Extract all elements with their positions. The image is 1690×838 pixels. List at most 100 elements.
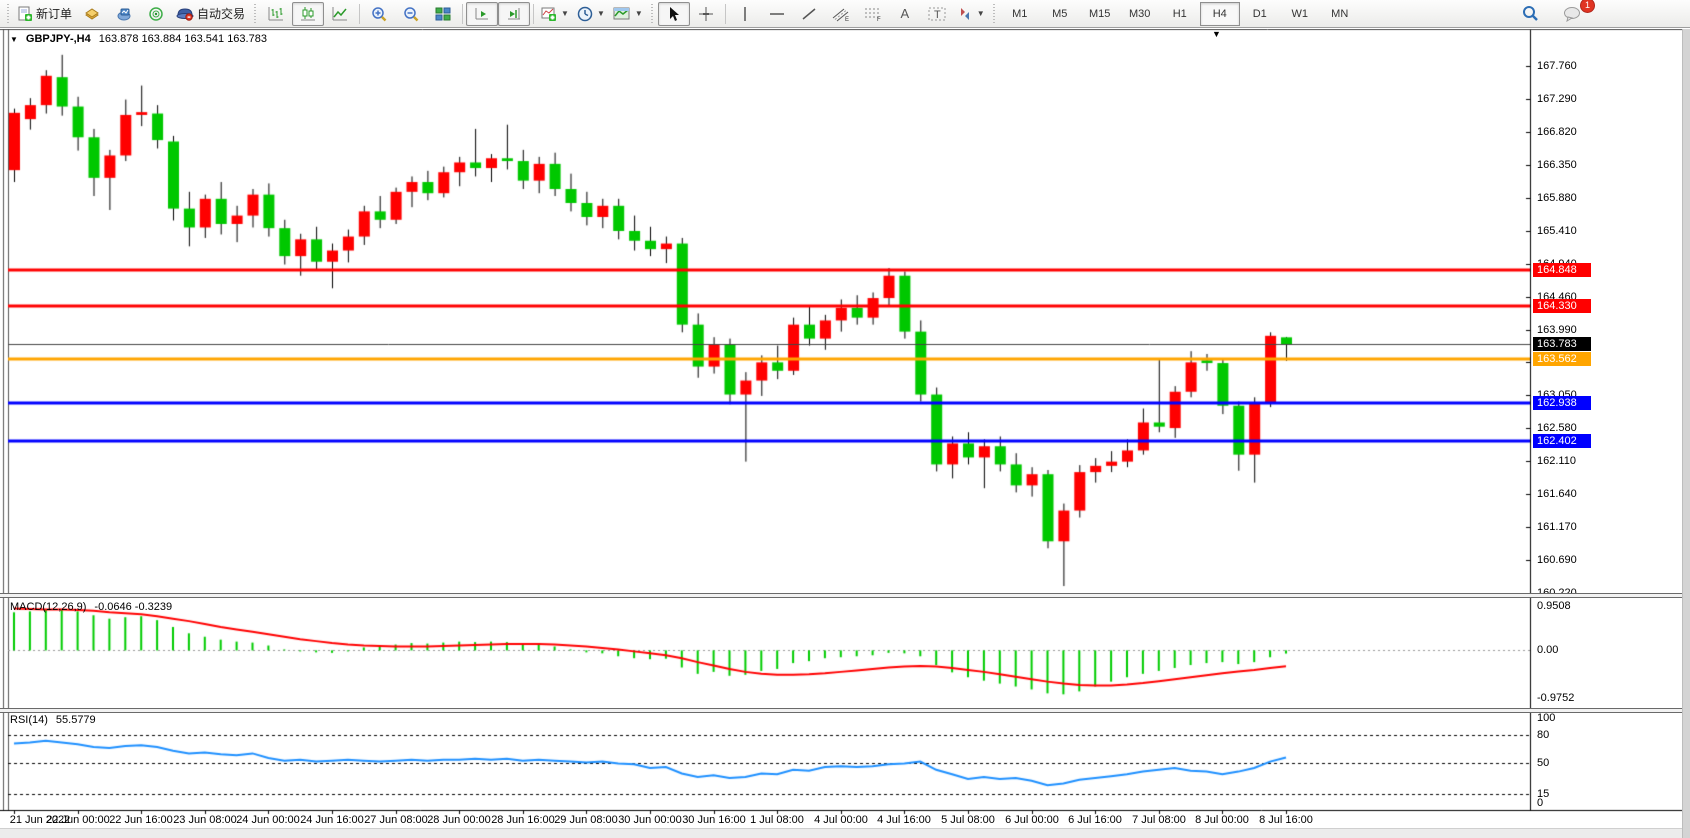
time-axis-label: 4 Jul 16:00: [877, 814, 931, 826]
time-axis-label: 21 Jun 2022: [9, 814, 71, 826]
period-button-M5[interactable]: M5: [1052, 7, 1068, 20]
text-icon: A: [900, 6, 910, 21]
indicators-icon: [541, 6, 557, 22]
chart-menu-caret[interactable]: ▼: [10, 34, 18, 44]
fibonacci-tool-button[interactable]: F: [857, 2, 889, 26]
current-price-badge: 163.783: [1533, 337, 1591, 351]
price-tick: 165.410: [1537, 225, 1577, 237]
time-axis-label: 30 Jun 00:00: [618, 814, 682, 826]
price-tick: 162.110: [1537, 455, 1576, 467]
period-button-H1[interactable]: H1: [1172, 7, 1187, 20]
svg-text:F: F: [877, 17, 881, 22]
new-order-icon: [17, 6, 33, 22]
price-tick: 166.350: [1537, 159, 1577, 171]
period-button-M15[interactable]: M15: [1089, 7, 1111, 20]
auto-scroll-icon: [474, 6, 490, 22]
periods-button[interactable]: ▼: [573, 2, 609, 26]
chart-symbol-period: GBPJPY-,H4: [25, 33, 91, 45]
templates-dropdown-caret: ▼: [634, 9, 643, 18]
period-button-MN[interactable]: MN: [1331, 7, 1349, 20]
time-axis-label: 22 Jun 00:00: [46, 814, 110, 826]
time-axis-label: 6 Jul 00:00: [1005, 814, 1059, 826]
new-order-button[interactable]: 新订单: [13, 2, 76, 26]
toolbar-grip[interactable]: [5, 3, 10, 24]
price-tick: 163.990: [1537, 324, 1577, 336]
periods-dropdown-caret: ▼: [596, 9, 605, 18]
cursor-icon: [667, 6, 681, 22]
crosshair-tool-button[interactable]: [690, 2, 722, 26]
text-label-icon: T: [928, 6, 946, 22]
zoom-out-button[interactable]: [395, 2, 427, 26]
price-macd-pane-divider[interactable]: [0, 593, 1682, 598]
price-tick: 167.760: [1537, 60, 1577, 72]
hline-price-badge[interactable]: 162.938: [1533, 396, 1591, 410]
hline-price-badge[interactable]: 164.330: [1533, 299, 1591, 313]
macd-rsi-pane-divider[interactable]: [0, 708, 1682, 713]
cursor-tool-button[interactable]: [657, 1, 690, 26]
chat-bubble-icon: [1563, 6, 1581, 22]
zoom-in-button[interactable]: [363, 2, 395, 26]
period-button-W1[interactable]: W1: [1291, 7, 1308, 20]
channel-tool-button[interactable]: E: [825, 2, 857, 26]
macd-label: MACD(12,26,9) -0.0646 -0.3239: [10, 601, 172, 613]
autotrading-button[interactable]: 自动交易: [172, 2, 249, 26]
toolbar-grip[interactable]: [252, 3, 258, 24]
time-axis-label: 8 Jul 16:00: [1259, 814, 1313, 826]
chart-shift-icon: [506, 6, 522, 22]
toolbar-grip[interactable]: [991, 3, 997, 24]
autotrading-label: 自动交易: [197, 7, 246, 21]
terminal-button[interactable]: [108, 2, 140, 26]
vertical-line-tool-button[interactable]: [729, 2, 761, 26]
bar-chart-button[interactable]: [260, 2, 292, 26]
price-tick: 161.640: [1537, 488, 1577, 500]
label-tool-button[interactable]: T: [921, 2, 953, 26]
rsi-axis-tick: 80: [1537, 729, 1550, 741]
notification-badge: 1: [1580, 0, 1595, 13]
hline-price-badge[interactable]: 163.562: [1533, 352, 1591, 366]
templates-button[interactable]: ▼: [609, 2, 647, 26]
rsi-value: 55.5779: [55, 714, 96, 726]
tile-windows-button[interactable]: [427, 2, 459, 26]
bottom-scrollbar[interactable]: [0, 828, 1682, 838]
period-button-H4[interactable]: H4: [1199, 1, 1240, 26]
chart-ohlc-values: 163.878 163.884 163.541 163.783: [98, 33, 267, 45]
toolbar-grip[interactable]: [649, 3, 655, 24]
chart-canvas[interactable]: [0, 29, 1690, 838]
signals-button[interactable]: [140, 2, 172, 26]
notifications-button[interactable]: 1: [1556, 0, 1595, 26]
rsi-axis-tick: 50: [1537, 757, 1550, 769]
text-tool-button[interactable]: A: [889, 2, 921, 26]
time-axis-label: 28 Jun 16:00: [491, 814, 555, 826]
crosshair-icon: [698, 6, 714, 22]
price-tick: 166.820: [1537, 126, 1577, 138]
period-button-D1[interactable]: D1: [1252, 7, 1267, 20]
hline-price-badge[interactable]: 164.848: [1533, 263, 1591, 277]
right-scrollbar[interactable]: [1682, 29, 1690, 838]
time-axis-label: 23 Jun 08:00: [173, 814, 237, 826]
macd-axis-tick: -0.9752: [1537, 692, 1575, 704]
period-button-M30[interactable]: M30: [1129, 7, 1151, 20]
line-chart-button[interactable]: [324, 2, 356, 26]
horizontal-line-tool-button[interactable]: [761, 2, 793, 26]
time-axis-label: 24 Jun 00:00: [236, 814, 300, 826]
arrows-tool-button[interactable]: ▼: [953, 2, 989, 26]
chart-shift-button[interactable]: [498, 1, 531, 26]
hline-price-badge[interactable]: 162.402: [1533, 434, 1591, 448]
candlestick-chart-button[interactable]: [292, 1, 325, 26]
tile-windows-icon: [435, 6, 451, 22]
auto-scroll-button[interactable]: [466, 1, 499, 26]
trendline-tool-button[interactable]: [793, 2, 825, 26]
period-button-M1[interactable]: M1: [1012, 7, 1028, 20]
market-watch-button[interactable]: [76, 2, 108, 26]
indicators-dropdown-caret: ▼: [561, 9, 569, 18]
time-axis-label: 27 Jun 08:00: [364, 814, 428, 826]
arrows-dropdown-caret: ▼: [976, 9, 985, 18]
svg-text:E: E: [845, 17, 849, 22]
clock-icon: [577, 6, 593, 22]
indicators-button[interactable]: ▼: [537, 2, 573, 26]
time-axis-label: 1 Jul 08:00: [750, 814, 804, 826]
zoom-in-icon: [371, 6, 387, 22]
search-button[interactable]: [1514, 2, 1546, 26]
chart-shift-marker[interactable]: ▼: [1212, 29, 1221, 39]
